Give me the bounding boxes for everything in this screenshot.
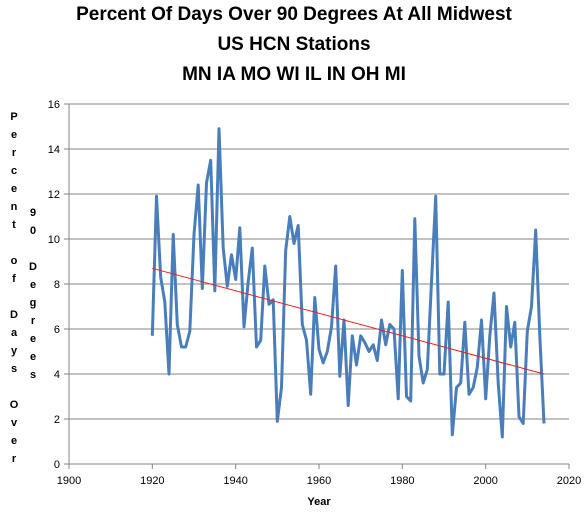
- y-label-char: P: [10, 111, 17, 123]
- y-label-char: e: [30, 279, 36, 291]
- y-tick-labels: 0 2 4 6 8 10 12 14 16: [48, 99, 60, 471]
- y-label-char: r: [12, 147, 17, 159]
- y-tick-label-4: 4: [54, 369, 60, 381]
- y-tick-label-16: 16: [48, 99, 60, 111]
- y-label-char: c: [11, 165, 17, 177]
- series-group: [150, 127, 546, 439]
- y-tick-label-0: 0: [54, 459, 60, 471]
- x-tick-label-2020: 2020: [557, 475, 581, 487]
- x-tick-label-1960: 1960: [307, 475, 331, 487]
- data-series-line: [150, 127, 546, 439]
- y-tick-label-6: 6: [54, 324, 60, 336]
- y-tick-label-12: 12: [48, 189, 60, 201]
- y-label-char: s: [11, 363, 17, 375]
- gridlines: [69, 103, 569, 420]
- y-label-char: y: [11, 345, 18, 357]
- chart-title-line-3: MN IA MO WI IL IN OH MI: [182, 64, 406, 85]
- y-tick-label-10: 10: [48, 234, 60, 246]
- y-label-char: n: [11, 201, 18, 213]
- x-tick-label-1980: 1980: [390, 475, 414, 487]
- x-axis-label: Year: [307, 496, 331, 508]
- y-label-char: s: [30, 369, 36, 381]
- y-label-char: v: [11, 417, 18, 429]
- y-label-char: o: [11, 255, 18, 267]
- chart-title-line-1: Percent Of Days Over 90 Degrees At All M…: [76, 4, 512, 25]
- axes: [64, 103, 570, 469]
- y-label-char: D: [29, 261, 37, 273]
- y-label-char: 0: [30, 225, 36, 237]
- y-label-char: e: [11, 129, 17, 141]
- y-label-char: a: [11, 327, 18, 339]
- x-tick-labels: 1900 1920 1940 1960 1980 2000 2020: [57, 475, 581, 487]
- y-label-char: g: [30, 297, 37, 309]
- y-label-char: D: [10, 309, 18, 321]
- y-label-char: e: [11, 435, 17, 447]
- y-label-char: r: [31, 315, 36, 327]
- y-label-char: 9: [30, 207, 36, 219]
- trend-line: [152, 267, 545, 375]
- y-label-char: f: [12, 273, 16, 285]
- x-tick-label-1920: 1920: [140, 475, 164, 487]
- x-tick-label-1940: 1940: [223, 475, 247, 487]
- y-label-char: e: [11, 183, 17, 195]
- y-tick-label-2: 2: [54, 414, 60, 426]
- y-label-char: t: [12, 219, 16, 231]
- y-label-char: e: [30, 333, 36, 345]
- y-label-char: e: [30, 351, 36, 363]
- y-label-char: r: [12, 453, 17, 465]
- chart-title-line-2: US HCN Stations: [217, 34, 371, 55]
- y-label-char: O: [10, 399, 19, 411]
- y-tick-label-14: 14: [48, 144, 60, 156]
- x-tick-label-1900: 1900: [57, 475, 81, 487]
- x-tick-label-2000: 2000: [473, 475, 497, 487]
- y-tick-label-8: 8: [54, 279, 60, 291]
